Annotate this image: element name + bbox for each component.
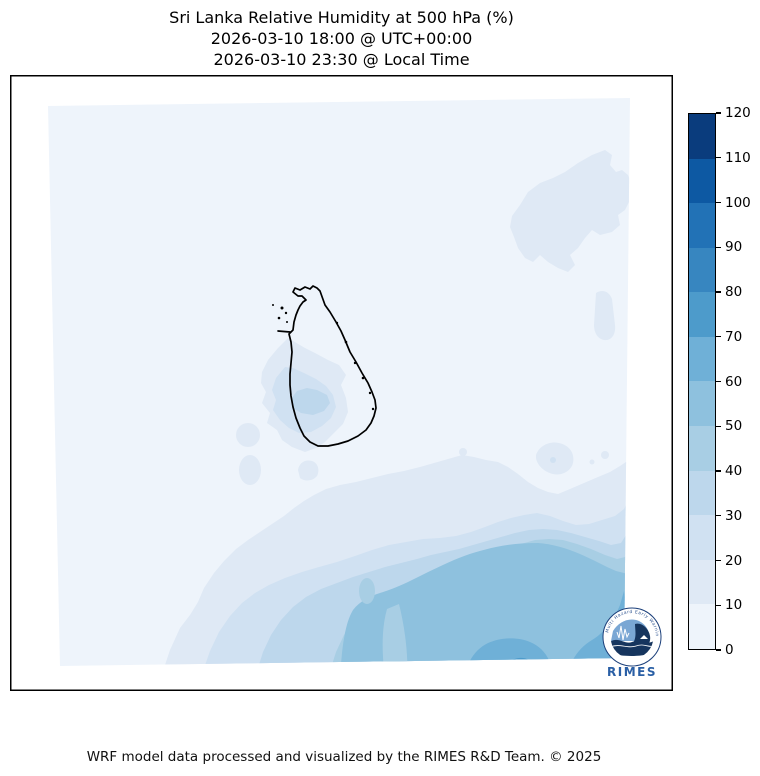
colorbar-segment xyxy=(689,247,715,293)
contour-spot-70-80 xyxy=(502,657,538,666)
rimes-logo-art xyxy=(610,615,654,659)
colorbar-tick-label: 20 xyxy=(725,552,743,569)
colorbar-tick-label: 70 xyxy=(725,328,743,345)
colorbar-tick-label: 80 xyxy=(725,284,743,300)
colorbar-segment xyxy=(689,381,715,427)
colorbar-segment xyxy=(689,203,715,248)
colorbar-segment xyxy=(689,114,715,159)
contour-dot-1 xyxy=(459,448,467,456)
contour-patch-east-edge-10-20 xyxy=(594,291,616,341)
figure-title: Sri Lanka Relative Humidity at 500 hPa (… xyxy=(10,7,673,70)
contour-blob-1 xyxy=(236,423,260,447)
colorbar-segment xyxy=(689,604,715,649)
contour-patch-west-30-40 xyxy=(291,388,330,415)
colorbar-segment xyxy=(689,336,715,382)
colorbar-tick xyxy=(716,157,721,159)
plot-frame xyxy=(10,75,673,691)
colorbar-tick xyxy=(716,380,721,383)
colorbar: 0 10 20 30 40 50 60 70 80 90 100 110 120 xyxy=(688,105,760,658)
colorbar-tick-label: 90 xyxy=(725,239,743,256)
rimes-wordmark: RIMES xyxy=(607,665,657,679)
colorbar-tick xyxy=(716,336,721,338)
colorbar-segment xyxy=(689,292,715,337)
colorbar-tick xyxy=(716,425,721,427)
colorbar-tick-label: 0 xyxy=(725,642,734,658)
contour-blob-3 xyxy=(298,460,319,481)
rimes-logo: Multi Hazard Early Warning System RIMES xyxy=(602,607,662,679)
sri-lanka-coastline xyxy=(277,285,377,447)
colorbar-tick xyxy=(716,604,721,606)
coastal-islets xyxy=(272,304,375,411)
contour-patch-northeast-10-20 xyxy=(510,150,630,272)
colorbar-tick xyxy=(716,246,721,248)
colorbar-tick-label: 100 xyxy=(725,194,751,211)
contour-oval-40-50 xyxy=(359,578,375,604)
colorbar-tick-label: 50 xyxy=(725,418,743,435)
contour-dot-inner xyxy=(550,457,556,463)
colorbar-segment xyxy=(689,470,715,516)
colorbar-segment xyxy=(689,515,715,560)
colorbar-tick xyxy=(716,291,721,293)
colorbar-tick-label: 120 xyxy=(725,105,751,121)
contour-blob-2 xyxy=(239,455,261,485)
colorbar-tick xyxy=(716,470,721,472)
colorbar-tick-label: 60 xyxy=(725,373,743,390)
colorbar-tick-label: 40 xyxy=(725,463,743,479)
map-plot: Multi Hazard Early Warning System RIMES xyxy=(10,75,673,691)
colorbar-tick-label: 110 xyxy=(725,149,751,166)
colorbar-tick xyxy=(716,112,721,114)
colorbar-segments xyxy=(688,113,716,650)
colorbar-segment xyxy=(689,559,715,605)
contour-channel-40-50 xyxy=(382,604,408,666)
contour-region-south-50-60 xyxy=(340,543,630,666)
colorbar-tick xyxy=(716,201,721,204)
footer-credit: WRF model data processed and visualized … xyxy=(86,749,602,765)
contour-dot-3 xyxy=(589,459,595,465)
colorbar-segment xyxy=(689,158,715,204)
colorbar-tick xyxy=(716,649,721,651)
colorbar-tick xyxy=(716,515,721,517)
colorbar-tick-label: 10 xyxy=(725,597,743,614)
colorbar-tick xyxy=(716,559,721,562)
title-line-1: Sri Lanka Relative Humidity at 500 hPa (… xyxy=(169,8,514,27)
title-line-3: 2026-03-10 23:30 @ Local Time xyxy=(213,50,470,69)
title-line-2: 2026-03-10 18:00 @ UTC+00:00 xyxy=(210,29,473,48)
colorbar-tick-label: 30 xyxy=(725,507,743,524)
colorbar-segment xyxy=(689,426,715,471)
contour-dot-2 xyxy=(480,460,486,466)
contour-dot-4 xyxy=(601,451,609,459)
